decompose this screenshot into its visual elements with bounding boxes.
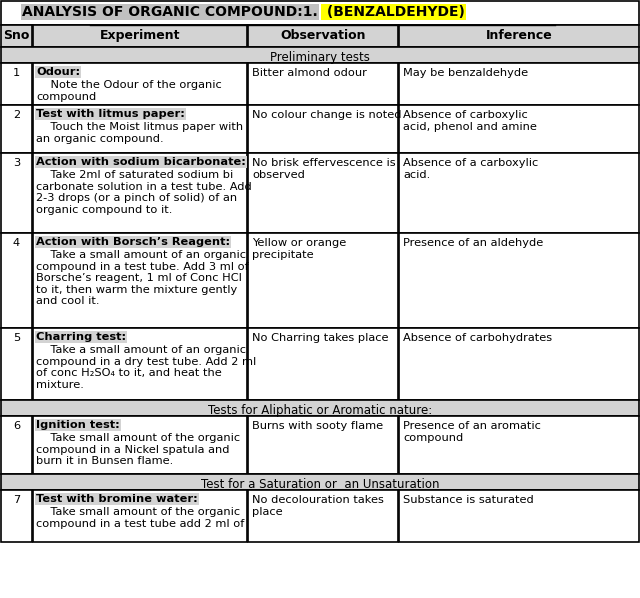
Text: 2: 2 (13, 110, 20, 120)
Bar (248, 153, 398, 233)
Text: (BENZALDEHYDE): (BENZALDEHYDE) (322, 5, 465, 19)
Bar (399, 233, 639, 328)
Text: Experiment: Experiment (100, 29, 180, 42)
Text: Ignition test:: Ignition test: (36, 420, 120, 430)
Text: Substance is saturated: Substance is saturated (403, 495, 534, 505)
Text: Sno: Sno (3, 29, 29, 42)
Text: 5: 5 (13, 333, 20, 343)
Text: No brisk effervescence is
observed: No brisk effervescence is observed (252, 158, 396, 179)
Bar (33, 416, 247, 474)
Bar (1, 328, 32, 400)
Text: Take 2ml of saturated sodium bi
carbonate solution in a test tube. Add
2-3 drops: Take 2ml of saturated sodium bi carbonat… (36, 170, 252, 215)
Bar (1, 25, 32, 47)
Bar (399, 416, 639, 474)
Bar (248, 416, 398, 474)
Bar (33, 25, 247, 47)
Text: Test for a Saturation or  an Unsaturation: Test for a Saturation or an Unsaturation (201, 478, 439, 491)
Text: 7: 7 (13, 495, 20, 505)
Bar (248, 63, 398, 105)
Bar (399, 105, 639, 153)
Bar (399, 153, 639, 233)
Text: No Charring takes place: No Charring takes place (252, 333, 388, 343)
Bar (248, 25, 398, 47)
Text: Observation: Observation (280, 29, 365, 42)
Text: Take small amount of the organic
compound in a test tube add 2 ml of: Take small amount of the organic compoun… (36, 507, 244, 529)
Bar (33, 153, 247, 233)
Bar (248, 328, 398, 400)
Text: Charring test:: Charring test: (36, 332, 126, 342)
Bar (399, 25, 639, 47)
Bar (1, 47, 639, 63)
Text: ANALYSIS OF ORGANIC COMPOUND:1.: ANALYSIS OF ORGANIC COMPOUND:1. (22, 5, 318, 19)
Bar (33, 233, 247, 328)
Text: Take a small amount of an organic
compound in a dry test tube. Add 2 ml
of conc : Take a small amount of an organic compou… (36, 345, 256, 390)
Bar (1, 233, 32, 328)
Bar (248, 105, 398, 153)
Text: Presence of an aldehyde: Presence of an aldehyde (403, 238, 543, 248)
Text: No colour change is noted: No colour change is noted (252, 110, 401, 120)
Text: 6: 6 (13, 421, 20, 431)
Bar (33, 490, 247, 542)
Bar (248, 490, 398, 542)
Text: 4: 4 (13, 238, 20, 248)
Text: May be benzaldehyde: May be benzaldehyde (403, 68, 528, 78)
Text: Preliminary tests: Preliminary tests (270, 51, 370, 64)
Text: Take small amount of the organic
compound in a Nickel spatula and
burn it in Bun: Take small amount of the organic compoun… (36, 433, 240, 466)
Text: No decolouration takes
place: No decolouration takes place (252, 495, 384, 517)
Bar (1, 1, 639, 25)
Text: Action with Borsch’s Reagent:: Action with Borsch’s Reagent: (36, 237, 230, 247)
Bar (1, 474, 639, 490)
Bar (399, 328, 639, 400)
Text: Action with sodium bicarbonate:: Action with sodium bicarbonate: (36, 157, 246, 167)
Bar (33, 105, 247, 153)
Text: Take a small amount of an organic
compound in a test tube. Add 3 ml of
Borsche’s: Take a small amount of an organic compou… (36, 250, 249, 306)
Text: Absence of carbohydrates: Absence of carbohydrates (403, 333, 552, 343)
Bar (1, 153, 32, 233)
Text: Absence of carboxylic
acid, phenol and amine: Absence of carboxylic acid, phenol and a… (403, 110, 537, 132)
Bar (1, 416, 32, 474)
Text: 1: 1 (13, 68, 20, 78)
Text: Odour:: Odour: (36, 67, 80, 77)
Bar (1, 490, 32, 542)
Text: Burns with sooty flame: Burns with sooty flame (252, 421, 383, 431)
Text: Tests for Aliphatic or Aromatic nature:: Tests for Aliphatic or Aromatic nature: (208, 404, 432, 417)
Text: Touch the Moist litmus paper with
an organic compound.: Touch the Moist litmus paper with an org… (36, 122, 243, 144)
Text: 3: 3 (13, 158, 20, 168)
Bar (33, 63, 247, 105)
Bar (248, 233, 398, 328)
Bar (33, 328, 247, 400)
Bar (1, 63, 32, 105)
Bar (1, 105, 32, 153)
Text: Test with litmus paper:: Test with litmus paper: (36, 109, 185, 119)
Text: Inference: Inference (486, 29, 552, 42)
Bar (399, 63, 639, 105)
Bar (1, 400, 639, 416)
Text: Yellow or orange
precipitate: Yellow or orange precipitate (252, 238, 346, 260)
Text: Absence of a carboxylic
acid.: Absence of a carboxylic acid. (403, 158, 538, 179)
Bar (399, 490, 639, 542)
Text: Presence of an aromatic
compound: Presence of an aromatic compound (403, 421, 541, 443)
Text: Test with bromine water:: Test with bromine water: (36, 494, 198, 504)
Text: Note the Odour of the organic
compound: Note the Odour of the organic compound (36, 80, 221, 102)
Text: Bitter almond odour: Bitter almond odour (252, 68, 367, 78)
